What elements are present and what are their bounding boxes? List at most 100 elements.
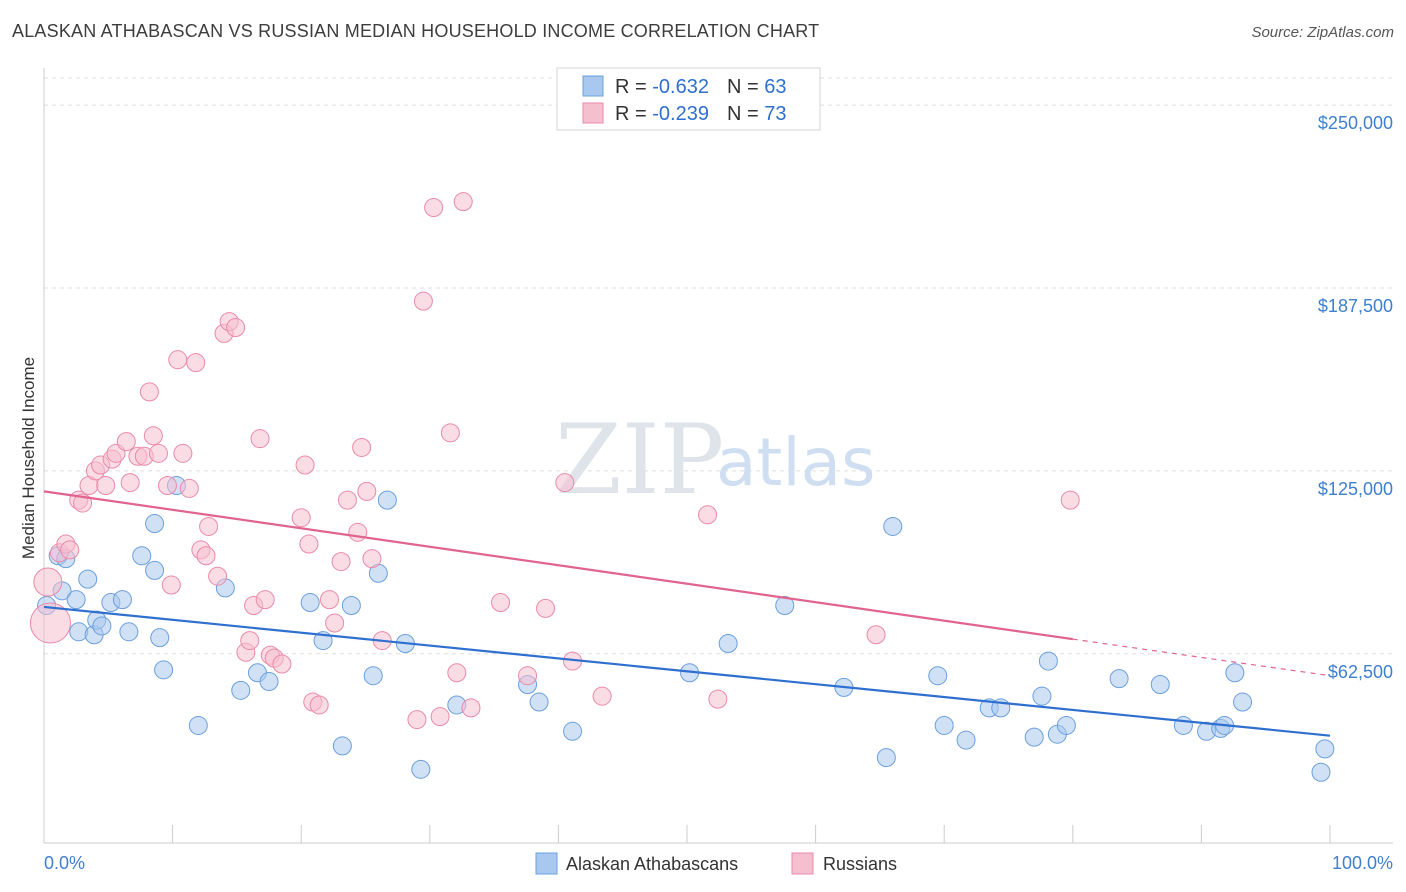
y-tick-labels: $62,500 $125,000 $187,500 $250,000 xyxy=(1318,113,1393,682)
data-point xyxy=(708,689,728,709)
series-alaskan-athabascans xyxy=(37,476,1335,782)
data-point xyxy=(69,622,89,642)
data-point xyxy=(161,575,181,595)
data-point xyxy=(413,291,433,311)
y-tick-label: $250,000 xyxy=(1318,113,1393,133)
data-point xyxy=(226,317,246,337)
data-point xyxy=(120,473,140,493)
data-point xyxy=(157,476,177,496)
data-point xyxy=(78,569,98,589)
data-point xyxy=(447,663,467,683)
data-point xyxy=(440,423,460,443)
watermark-zip: ZIP xyxy=(555,404,724,516)
data-point xyxy=(1233,692,1253,712)
stats-row-blue: R = -0.632 N = 63 xyxy=(615,76,786,98)
trend-lines xyxy=(43,490,1331,737)
legend-label-russians: Russians xyxy=(823,854,897,874)
data-point xyxy=(698,505,718,525)
data-point xyxy=(1056,715,1076,735)
stats-n-value: 73 xyxy=(764,103,786,125)
data-point xyxy=(1060,490,1080,510)
data-point xyxy=(309,695,329,715)
data-point xyxy=(1173,715,1193,735)
data-point xyxy=(430,707,450,727)
data-point xyxy=(934,715,954,735)
data-point xyxy=(112,590,132,610)
data-point xyxy=(1315,739,1335,759)
data-point xyxy=(956,730,976,750)
data-point xyxy=(139,382,159,402)
data-point xyxy=(319,590,339,610)
data-point xyxy=(352,437,372,457)
data-point xyxy=(775,595,795,615)
data-point xyxy=(363,666,383,686)
stats-n-label: N = xyxy=(727,76,764,98)
legend-label-alaskan-athabascans: Alaskan Athabascans xyxy=(566,854,738,874)
data-point xyxy=(173,443,193,463)
y-tick-label: $125,000 xyxy=(1318,479,1393,499)
data-point xyxy=(332,736,352,756)
legend: Alaskan Athabascans Russians xyxy=(535,852,897,875)
data-point xyxy=(96,476,116,496)
data-point xyxy=(348,522,368,542)
stats-r-value: -0.239 xyxy=(652,103,709,125)
data-point xyxy=(536,598,556,618)
data-point xyxy=(154,660,174,680)
data-point xyxy=(240,631,260,651)
data-point xyxy=(718,634,738,654)
data-point xyxy=(272,654,292,674)
data-point xyxy=(295,455,315,475)
data-point xyxy=(563,721,583,741)
y-tick-label: $62,500 xyxy=(1328,662,1393,682)
chart-title: ALASKAN ATHABASCAN VS RUSSIAN MEDIAN HOU… xyxy=(12,21,820,41)
stats-n-value: 63 xyxy=(764,76,786,98)
source-label: Source: ZipAtlas.com xyxy=(1251,24,1394,41)
y-axis-label: Median Household Income xyxy=(19,357,38,559)
data-point xyxy=(231,680,251,700)
data-point xyxy=(362,549,382,569)
stats-row-pink: R = -0.239 N = 73 xyxy=(615,103,786,125)
data-point xyxy=(168,350,188,370)
data-point xyxy=(411,759,431,779)
trend-line-dashed xyxy=(1072,638,1331,677)
x-tick-min: 0.0% xyxy=(44,853,85,873)
data-point xyxy=(592,686,612,706)
trend-line xyxy=(43,490,1073,641)
data-point xyxy=(883,516,903,536)
series-russians xyxy=(29,192,1080,730)
data-point xyxy=(518,666,538,686)
data-point xyxy=(92,616,112,636)
data-point xyxy=(148,443,168,463)
data-point xyxy=(179,478,199,498)
data-point xyxy=(60,540,80,560)
data-point xyxy=(196,546,216,566)
data-point xyxy=(116,432,136,452)
data-point xyxy=(145,514,165,534)
data-point xyxy=(199,516,219,536)
data-point xyxy=(255,590,275,610)
data-point xyxy=(259,672,279,692)
data-point xyxy=(188,715,208,735)
data-point xyxy=(377,490,397,510)
data-point xyxy=(1024,727,1044,747)
data-point xyxy=(1109,669,1129,689)
data-point xyxy=(300,593,320,613)
data-point xyxy=(150,628,170,648)
data-point xyxy=(337,490,357,510)
data-point xyxy=(331,552,351,572)
stats-box: R = -0.632 N = 63 R = -0.239 N = 73 xyxy=(556,67,821,131)
watermark-atlas: atlas xyxy=(716,424,876,501)
data-point xyxy=(119,622,139,642)
data-point xyxy=(928,666,948,686)
x-tick-max: 100.0% xyxy=(1332,853,1393,873)
data-point xyxy=(29,602,71,644)
stats-n-label: N = xyxy=(727,103,764,125)
data-point xyxy=(1032,686,1052,706)
axes xyxy=(43,68,1393,844)
stats-swatch-blue xyxy=(582,75,604,97)
data-point xyxy=(555,473,575,493)
data-point xyxy=(186,353,206,373)
gridlines xyxy=(44,77,1393,655)
legend-swatch-blue xyxy=(535,852,558,875)
